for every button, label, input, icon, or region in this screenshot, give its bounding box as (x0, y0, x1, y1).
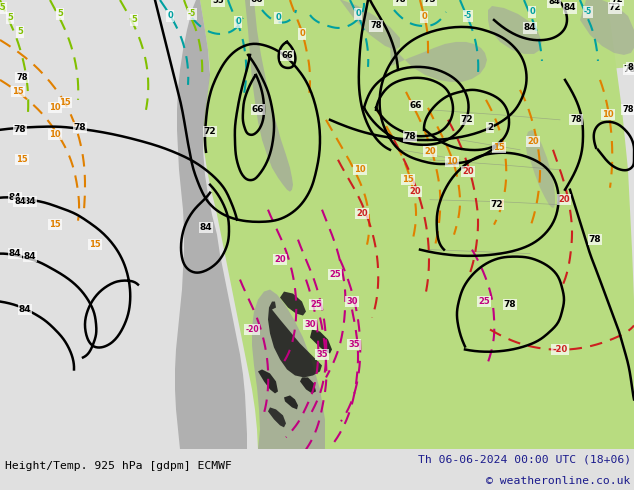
Text: 15: 15 (89, 240, 101, 249)
Text: 30: 30 (304, 320, 316, 329)
Text: 20: 20 (558, 195, 570, 204)
Polygon shape (340, 0, 400, 50)
Text: -20: -20 (245, 325, 259, 334)
Text: 72: 72 (491, 200, 503, 209)
Text: 0: 0 (275, 13, 281, 23)
Text: 84: 84 (548, 0, 560, 6)
Text: 20: 20 (527, 137, 539, 147)
Text: 15: 15 (16, 155, 28, 164)
Text: 84: 84 (9, 249, 22, 258)
Polygon shape (268, 407, 286, 427)
Text: -5: -5 (584, 7, 592, 17)
Text: 66: 66 (281, 51, 293, 60)
Text: Height/Temp. 925 hPa [gdpm] ECMWF: Height/Temp. 925 hPa [gdpm] ECMWF (5, 461, 232, 470)
Text: 78: 78 (404, 132, 417, 141)
Polygon shape (310, 329, 332, 353)
Text: 10: 10 (446, 157, 458, 166)
Text: 20: 20 (462, 167, 474, 176)
Text: 20: 20 (274, 255, 286, 264)
Text: 5: 5 (7, 13, 13, 23)
Text: 0: 0 (529, 7, 535, 17)
Polygon shape (245, 0, 293, 192)
Polygon shape (175, 0, 247, 449)
Text: 78: 78 (589, 235, 601, 244)
Text: 66: 66 (410, 101, 422, 110)
Polygon shape (300, 377, 316, 393)
Text: -5: -5 (188, 9, 196, 19)
Text: 15: 15 (402, 175, 414, 184)
Text: 25: 25 (478, 297, 490, 306)
Text: 72: 72 (461, 115, 474, 124)
Polygon shape (320, 0, 634, 95)
Text: 78: 78 (624, 65, 634, 74)
Text: 0: 0 (421, 12, 427, 22)
Polygon shape (390, 40, 487, 82)
Text: 15: 15 (12, 87, 24, 97)
Polygon shape (280, 292, 306, 316)
Text: 0: 0 (355, 9, 361, 19)
Text: -5: -5 (464, 11, 472, 21)
Polygon shape (580, 0, 634, 55)
Text: 0: 0 (167, 11, 173, 21)
Text: 84: 84 (23, 197, 36, 206)
Text: 72: 72 (609, 3, 621, 12)
Text: 0: 0 (235, 18, 241, 26)
Text: 72: 72 (204, 127, 216, 136)
Text: 25: 25 (329, 270, 341, 279)
Text: 84: 84 (14, 197, 26, 206)
Text: 78: 78 (370, 22, 382, 30)
Text: 15: 15 (493, 143, 505, 152)
Text: 78: 78 (622, 105, 634, 114)
Text: 66: 66 (251, 0, 263, 4)
Text: 66: 66 (252, 105, 264, 114)
Polygon shape (268, 301, 322, 377)
Text: 30: 30 (346, 297, 358, 306)
Text: 15: 15 (49, 220, 61, 229)
Text: 5: 5 (57, 9, 63, 19)
Polygon shape (252, 290, 325, 449)
Text: 84: 84 (23, 252, 36, 261)
Text: 84: 84 (564, 3, 576, 12)
Text: 84: 84 (9, 193, 22, 202)
Text: 75: 75 (424, 0, 436, 4)
Text: 2: 2 (487, 123, 493, 132)
Text: 78: 78 (570, 115, 582, 124)
Text: 78: 78 (16, 74, 28, 82)
Text: 84: 84 (200, 223, 212, 232)
Text: 25: 25 (310, 300, 322, 309)
Text: 10: 10 (49, 103, 61, 112)
Text: 35: 35 (316, 350, 328, 359)
Text: 8: 8 (627, 63, 633, 73)
Text: 72: 72 (611, 0, 623, 4)
Text: 84: 84 (18, 305, 31, 314)
Text: 20: 20 (356, 209, 368, 218)
Polygon shape (488, 6, 542, 54)
Text: 15: 15 (59, 98, 71, 107)
Text: 10: 10 (49, 130, 61, 139)
Text: 35: 35 (348, 340, 360, 349)
Text: 20: 20 (424, 147, 436, 156)
Text: 84: 84 (524, 24, 536, 32)
Text: 78: 78 (14, 125, 27, 134)
Text: 0: 0 (299, 29, 305, 38)
Text: 78: 78 (394, 0, 406, 4)
Text: 20: 20 (409, 187, 421, 196)
Polygon shape (258, 369, 278, 393)
Text: 78: 78 (74, 123, 86, 132)
Text: 10: 10 (354, 165, 366, 174)
Polygon shape (200, 0, 634, 449)
Polygon shape (526, 130, 555, 208)
Text: 78: 78 (503, 300, 516, 309)
Text: 5: 5 (17, 27, 23, 36)
Text: Th 06-06-2024 00:00 UTC (18+06): Th 06-06-2024 00:00 UTC (18+06) (418, 455, 631, 465)
Text: 55: 55 (212, 0, 224, 5)
Text: 45: 45 (0, 3, 6, 12)
Text: © weatheronline.co.uk: © weatheronline.co.uk (486, 476, 631, 486)
Polygon shape (284, 395, 298, 409)
Text: 5: 5 (131, 16, 137, 24)
Text: 10: 10 (602, 110, 614, 120)
Text: -20: -20 (552, 345, 567, 354)
